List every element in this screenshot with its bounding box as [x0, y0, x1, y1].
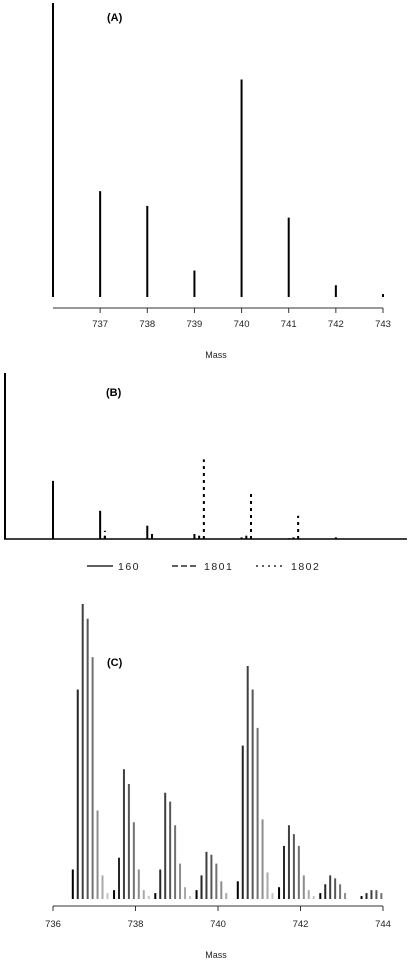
- legend-label-160: 160: [118, 561, 140, 573]
- panel-c-x-axis-label: Mass: [205, 950, 227, 960]
- panel-a-x-axis-label: Mass: [205, 350, 227, 360]
- panel-c-tick-label: 736: [45, 919, 61, 930]
- panel-a-tick-label: 741: [281, 319, 297, 330]
- panel-c-tick-label: 744: [375, 919, 391, 930]
- panel-a-tick-label: 738: [139, 319, 155, 330]
- panel-a-bars: [52, 3, 384, 297]
- panel-c-tick-label: 740: [210, 919, 226, 930]
- panel-b-legend: 160 1801 1802: [87, 561, 320, 573]
- panel-a-label: (A): [107, 12, 123, 24]
- panel-b-chart: (B) 160 1801 1802: [4, 373, 407, 573]
- panel-c-tick-label: 742: [293, 919, 309, 930]
- panel-c-label: (C): [107, 657, 123, 669]
- legend-label-1801: 1801: [204, 561, 233, 573]
- panel-a-chart: (A) 737 738 739 740 741 742 743 Mass: [52, 3, 391, 360]
- panel-a-tick-label: 737: [92, 319, 108, 330]
- panel-c-chart: (C) 736 738 740 742 744 Mass: [45, 604, 391, 960]
- panel-a-tick-label: 739: [186, 319, 202, 330]
- panel-a-tick-label: 740: [234, 319, 250, 330]
- panel-c-tick-label: 738: [128, 919, 144, 930]
- panel-c-bars: [71, 604, 383, 899]
- panel-a-tick-label: 743: [375, 319, 391, 330]
- panel-a-tick-label: 742: [328, 319, 344, 330]
- panel-b-label: (B): [106, 387, 122, 399]
- panel-b-bars: [52, 459, 337, 539]
- panel-c-x-ticks: 736 738 740 742 744: [45, 906, 391, 930]
- legend-label-1802: 1802: [291, 561, 320, 573]
- panel-a-x-ticks: 737 738 739 740 741 742 743: [92, 308, 391, 330]
